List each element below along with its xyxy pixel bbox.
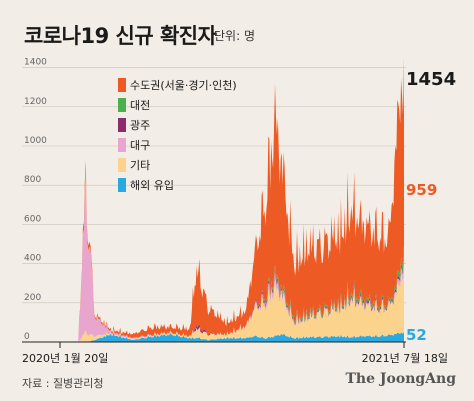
y-tick-label: 800	[24, 175, 41, 185]
legend-swatch	[118, 78, 126, 92]
chart-title: 코로나19 신규 확진자	[24, 24, 217, 48]
source-note: 자료 : 질병관리청	[22, 377, 104, 390]
legend-label: 해외 유입	[130, 178, 174, 192]
legend-label: 광주	[130, 119, 150, 132]
annotation-52: 52	[406, 326, 427, 344]
area-series-기타	[60, 264, 404, 342]
area-series-대구	[60, 169, 404, 342]
y-tick-labels: 0 200 400 600 800 1000 1200 1400	[24, 58, 47, 342]
brand-logo: The JoongAng	[345, 371, 456, 387]
y-tick-label: 600	[24, 214, 41, 224]
legend-swatch	[118, 178, 126, 192]
legend-label: 대구	[130, 139, 150, 152]
area-series-수도권	[60, 57, 404, 342]
legend-swatch	[118, 98, 126, 112]
y-tick-label: 1400	[24, 58, 47, 68]
annotation-1454: 1454	[406, 69, 456, 90]
y-tick-label: 1200	[24, 97, 47, 107]
annotations: 1454 959 52	[406, 69, 456, 344]
y-tick-label: 0	[24, 332, 30, 342]
x-start-label: 2020년 1월 20일	[22, 351, 108, 365]
annotation-959: 959	[406, 181, 437, 199]
legend-label: 수도권(서울·경기·인천)	[130, 78, 237, 92]
legend-label: 대전	[130, 99, 150, 112]
area-series-해외 유입	[60, 331, 404, 342]
y-tick-label: 200	[24, 293, 41, 303]
legend-label: 기타	[130, 159, 150, 172]
unit-label: 단위: 명	[214, 29, 255, 43]
x-axis: 2020년 1월 20일 2021년 7월 18일	[22, 341, 448, 365]
legend-swatch	[118, 158, 126, 172]
y-tick-label: 400	[24, 254, 41, 264]
y-tick-label: 1000	[24, 136, 47, 146]
legend-swatch	[118, 118, 126, 132]
area-layers	[60, 57, 404, 342]
x-end-label: 2021년 7월 18일	[362, 351, 448, 365]
legend-swatch	[118, 138, 126, 152]
